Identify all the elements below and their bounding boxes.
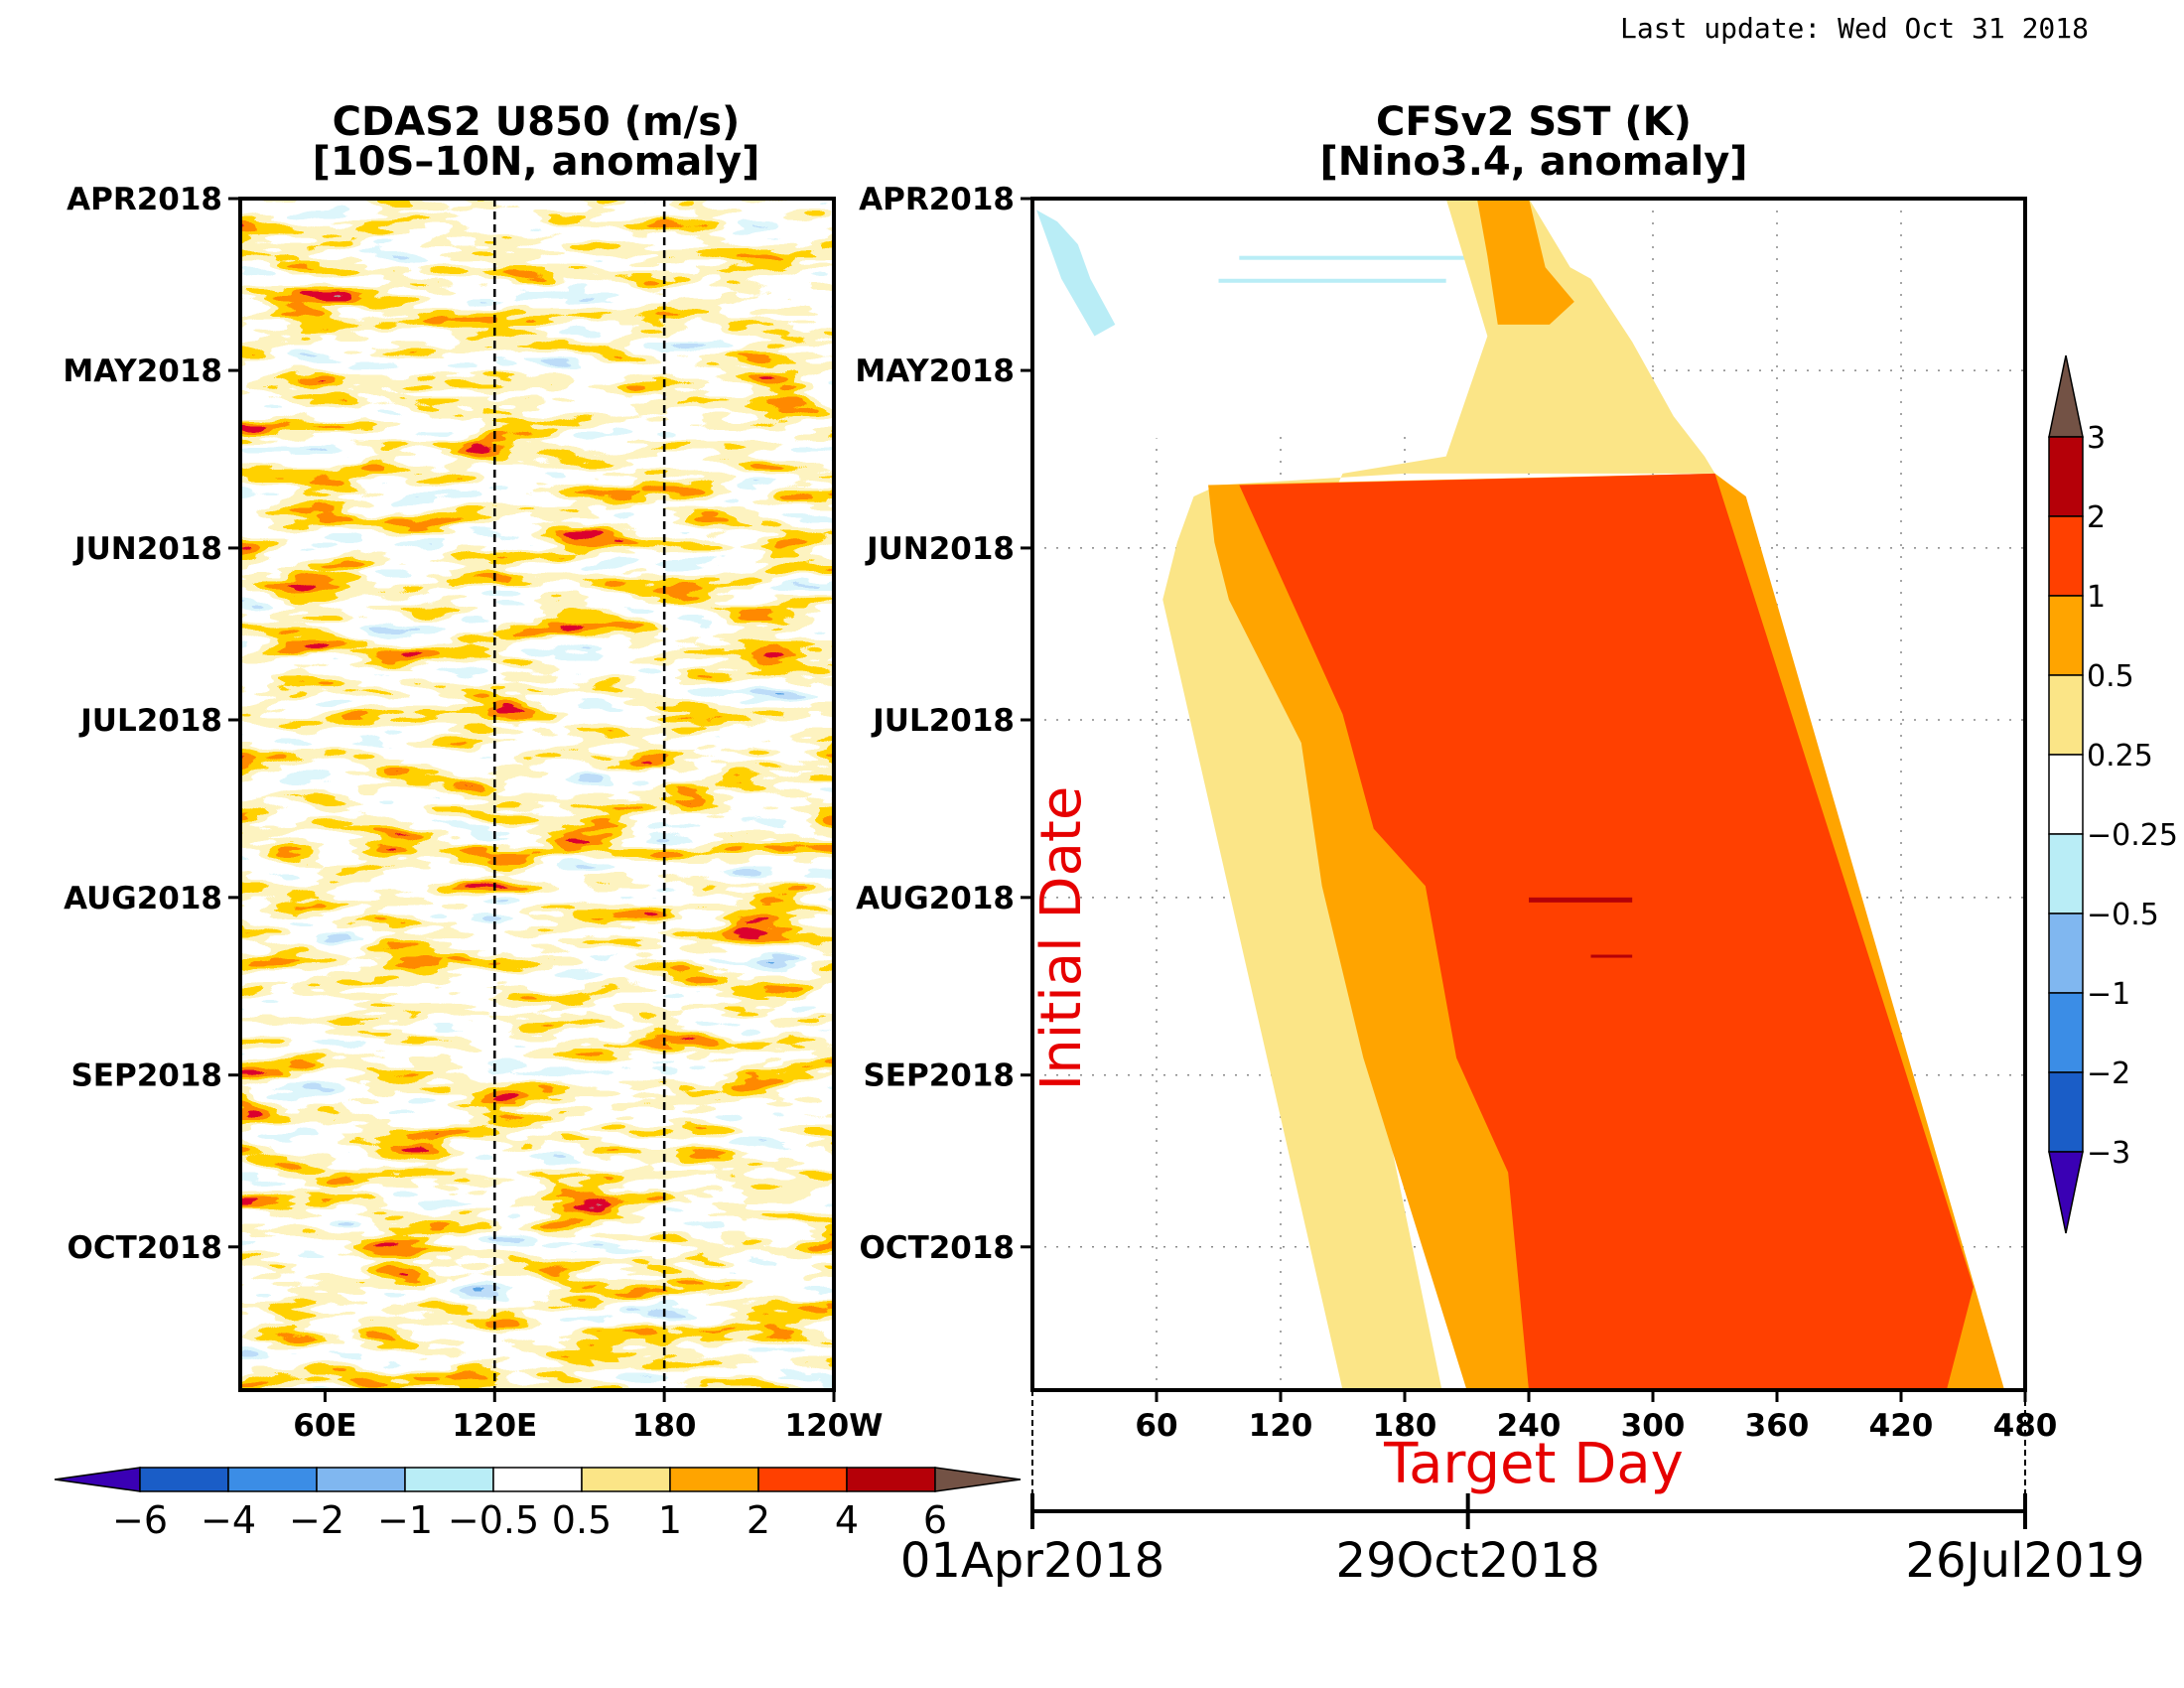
- date-axis-label: 26Jul2019: [1905, 1533, 2144, 1589]
- colorbar-label: −2: [2087, 1056, 2130, 1091]
- colorbar-high-arrow: [2048, 354, 2084, 438]
- sst-subtitle: [Nino3.4, anomaly]: [1319, 139, 1747, 185]
- last-update-label: Last update: Wed Oct 31 2018: [1620, 12, 2089, 45]
- y-tick-label: MAY2018: [63, 353, 222, 389]
- colorbar-swatch: [404, 1467, 494, 1492]
- y-tick-label: AUG2018: [856, 881, 1015, 916]
- colorbar-swatch: [669, 1467, 759, 1492]
- sst-forecast-field: [1032, 199, 2005, 1390]
- colorbar-label: 2: [2087, 500, 2106, 535]
- y-tick-label: SEP2018: [863, 1058, 1015, 1094]
- sst-ylabel: Initial Date: [1029, 786, 1094, 1091]
- colorbar-label: 1: [2087, 580, 2106, 615]
- y-tick-label: JUN2018: [865, 531, 1015, 567]
- u850-subtitle: [10S–10N, anomaly]: [313, 139, 760, 185]
- sst-xlabel: Target Day: [1383, 1432, 1684, 1496]
- colorbar-high-arrow: [934, 1467, 1022, 1492]
- colorbar-swatch: [492, 1467, 583, 1492]
- sst-cool-streak: [1239, 255, 1529, 260]
- sst-warm-0.5: [1476, 199, 1574, 325]
- colorbar-label: −3: [2087, 1136, 2130, 1171]
- colorbar-swatch: [227, 1467, 318, 1492]
- u850-title: CDAS2 U850 (m/s): [333, 99, 741, 145]
- colorbar-swatch: [757, 1467, 848, 1492]
- colorbar-swatch: [2048, 595, 2084, 676]
- colorbar-label: −4: [201, 1498, 256, 1542]
- colorbar-swatch: [2048, 992, 2084, 1073]
- colorbar-label: 6: [923, 1498, 947, 1542]
- sst-y-axis: APR2018 MAY2018 JUN2018 JUL2018 AUG2018 SEP20…: [855, 182, 1032, 1266]
- colorbar-low-arrow: [54, 1467, 141, 1492]
- y-tick-label: OCT2018: [67, 1230, 222, 1266]
- colorbar-label: 2: [747, 1498, 770, 1542]
- y-tick-label: SEP2018: [70, 1058, 222, 1094]
- sst-cool-patch: [1036, 210, 1116, 337]
- colorbar-label: −0.25: [2087, 818, 2178, 853]
- colorbar-label: −1: [377, 1498, 433, 1542]
- x-tick-label: 120: [1249, 1408, 1313, 1444]
- y-tick-label: OCT2018: [859, 1230, 1015, 1266]
- colorbar-label: 4: [835, 1498, 859, 1542]
- colorbar-label: −0.5: [448, 1498, 539, 1542]
- colorbar-label: −6: [112, 1498, 168, 1542]
- x-tick-label: 300: [1621, 1408, 1686, 1444]
- sst-cool-streak: [1218, 278, 1446, 283]
- y-tick-label: JUN2018: [72, 531, 222, 567]
- colorbar-label: −0.5: [2087, 898, 2159, 932]
- u850-y-axis: APR2018 MAY2018 JUN2018 JUL2018 AUG2018 SEP20…: [63, 182, 240, 1266]
- colorbar-label: −1: [2087, 977, 2130, 1012]
- x-tick-label: 180: [632, 1408, 697, 1444]
- y-tick-label: APR2018: [67, 182, 222, 217]
- x-tick-label: 120W: [785, 1408, 884, 1444]
- date-axis-label: 01Apr2018: [900, 1533, 1164, 1589]
- x-tick-label: 240: [1497, 1408, 1562, 1444]
- u850-anomaly-field: [240, 199, 834, 1390]
- colorbar-swatch: [2048, 436, 2084, 517]
- colorbar-swatch: [2048, 674, 2084, 756]
- y-tick-label: MAY2018: [855, 353, 1015, 389]
- colorbar-swatch: [2048, 833, 2084, 914]
- reference-longitude-lines: [493, 199, 666, 1390]
- colorbar-label: 0.25: [2087, 739, 2153, 774]
- colorbar-swatch: [581, 1467, 671, 1492]
- colorbar-label: 0.5: [2087, 659, 2134, 694]
- y-tick-label: JUL2018: [78, 703, 222, 739]
- colorbar-label: −2: [289, 1498, 344, 1542]
- colorbar-label: 3: [2087, 421, 2106, 456]
- colorbar-swatch: [2048, 913, 2084, 994]
- u850-panel: CDAS2 U850 (m/s) [10S–10N, anomaly] APR2…: [54, 99, 1022, 1542]
- u850-frame: [238, 197, 836, 1392]
- sst-x-axis: 60 120 180 240 300 360 420 480: [1135, 1390, 2057, 1444]
- x-tick-label: 60E: [293, 1408, 356, 1444]
- x-tick-label: 360: [1745, 1408, 1810, 1444]
- y-tick-label: AUG2018: [64, 881, 222, 916]
- colorbar-label: 1: [658, 1498, 682, 1542]
- sst-colorbar: 3 2 1 0.5 0.25 −0.25 −0.5 −1 −2 −3: [2048, 354, 2178, 1234]
- x-tick-label: 180: [1373, 1408, 1437, 1444]
- sst-strong-streak: [1529, 897, 1633, 903]
- colorbar-swatch: [139, 1467, 229, 1492]
- x-tick-label: 120E: [452, 1408, 537, 1444]
- sst-panel: CFSv2 SST (K) [Nino3.4, anomaly] APR2018…: [855, 99, 2178, 1589]
- date-axis-label: 29Oct2018: [1336, 1533, 1600, 1589]
- sst-strong-streak: [1590, 954, 1633, 958]
- colorbar-swatch: [2048, 754, 2084, 835]
- colorbar-low-arrow: [2048, 1151, 2084, 1234]
- colorbar-swatch: [2048, 1071, 2084, 1153]
- x-tick-label: 420: [1869, 1408, 1934, 1444]
- y-tick-label: JUL2018: [871, 703, 1015, 739]
- colorbar-swatch: [846, 1467, 936, 1492]
- u850-x-axis: 60E 120E 180 120W: [293, 1390, 883, 1444]
- x-tick-label: 60: [1135, 1408, 1177, 1444]
- sst-title: CFSv2 SST (K): [1376, 99, 1692, 145]
- u850-contour-fill: [240, 199, 834, 1390]
- sst-warm-1: [1239, 473, 1974, 1390]
- sst-date-axis: 01Apr2018 29Oct2018 26Jul2019: [900, 1390, 2145, 1589]
- colorbar-swatch: [2048, 515, 2084, 597]
- colorbar-swatch: [316, 1467, 406, 1492]
- u850-colorbar: −6 −4 −2 −1 −0.5 0.5 1 2 4 6: [54, 1467, 1022, 1542]
- colorbar-label: 0.5: [552, 1498, 612, 1542]
- y-tick-label: APR2018: [859, 182, 1015, 217]
